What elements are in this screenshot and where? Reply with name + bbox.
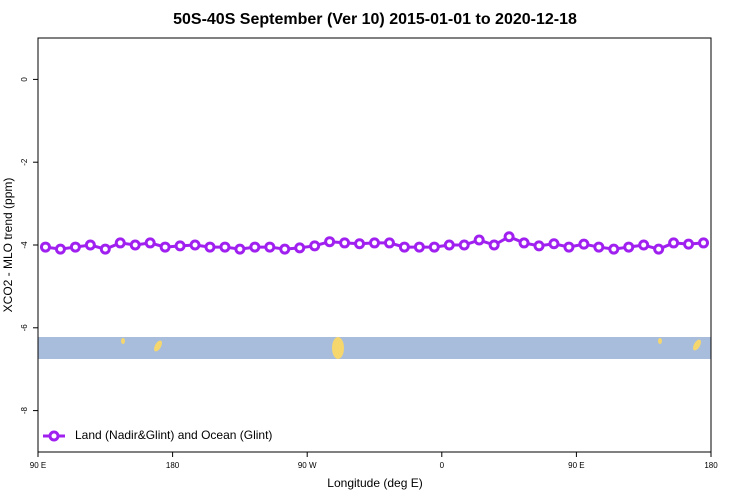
data-point bbox=[623, 241, 635, 253]
land-map-strip bbox=[38, 337, 711, 359]
data-point bbox=[683, 238, 695, 250]
data-point bbox=[264, 241, 276, 253]
data-point bbox=[668, 237, 680, 249]
data-point bbox=[114, 237, 126, 249]
data-point bbox=[84, 239, 96, 251]
data-point bbox=[39, 241, 51, 253]
x-tick-label: 90 E bbox=[568, 461, 584, 470]
x-tick-label: 90 E bbox=[30, 461, 46, 470]
data-point bbox=[383, 237, 395, 249]
data-point bbox=[339, 237, 351, 249]
data-point bbox=[189, 239, 201, 251]
data-point bbox=[638, 239, 650, 251]
data-point bbox=[204, 241, 216, 253]
data-point bbox=[533, 240, 545, 252]
data-point bbox=[653, 243, 665, 255]
data-point bbox=[249, 241, 261, 253]
chart-title: 50S-40S September (Ver 10) 2015-01-01 to… bbox=[173, 11, 577, 28]
x-tick-label: 90 W bbox=[298, 461, 317, 470]
data-point bbox=[398, 241, 410, 253]
data-point bbox=[608, 243, 620, 255]
y-tick-label: -2 bbox=[20, 158, 29, 166]
y-tick-label: 0 bbox=[20, 77, 29, 82]
data-point bbox=[69, 241, 81, 253]
data-point bbox=[234, 243, 246, 255]
data-point bbox=[129, 239, 141, 251]
data-point bbox=[518, 237, 530, 249]
data-point bbox=[563, 241, 575, 253]
legend-marker bbox=[48, 430, 60, 442]
data-point bbox=[698, 237, 710, 249]
y-tick-label: -8 bbox=[20, 406, 29, 414]
data-point bbox=[428, 241, 440, 253]
data-point bbox=[458, 239, 470, 251]
data-point bbox=[503, 231, 515, 243]
data-point bbox=[354, 238, 366, 250]
data-point bbox=[578, 238, 590, 250]
data-point bbox=[443, 239, 455, 251]
data-point bbox=[413, 241, 425, 253]
y-tick-label: -6 bbox=[20, 324, 29, 332]
x-tick-label: 180 bbox=[166, 461, 180, 470]
data-point bbox=[473, 234, 485, 246]
data-point bbox=[488, 239, 500, 251]
x-axis-label: Longitude (deg E) bbox=[327, 476, 422, 490]
data-point bbox=[548, 238, 560, 250]
y-tick-label: -4 bbox=[20, 241, 29, 249]
data-point bbox=[144, 237, 156, 249]
x-tick-label: 180 bbox=[704, 461, 718, 470]
x-tick-label: 0 bbox=[440, 461, 445, 470]
data-point bbox=[309, 240, 321, 252]
data-point bbox=[279, 243, 291, 255]
data-point bbox=[54, 243, 66, 255]
data-point bbox=[174, 240, 186, 252]
data-point bbox=[99, 243, 111, 255]
data-point bbox=[159, 241, 171, 253]
data-point bbox=[593, 241, 605, 253]
data-point bbox=[324, 236, 336, 248]
legend-label: Land (Nadir&Glint) and Ocean (Glint) bbox=[75, 428, 272, 442]
data-point bbox=[219, 241, 231, 253]
data-point bbox=[369, 237, 380, 249]
y-axis-label: XCO2 - MLO trend (ppm) bbox=[1, 178, 15, 313]
data-point bbox=[294, 242, 306, 254]
